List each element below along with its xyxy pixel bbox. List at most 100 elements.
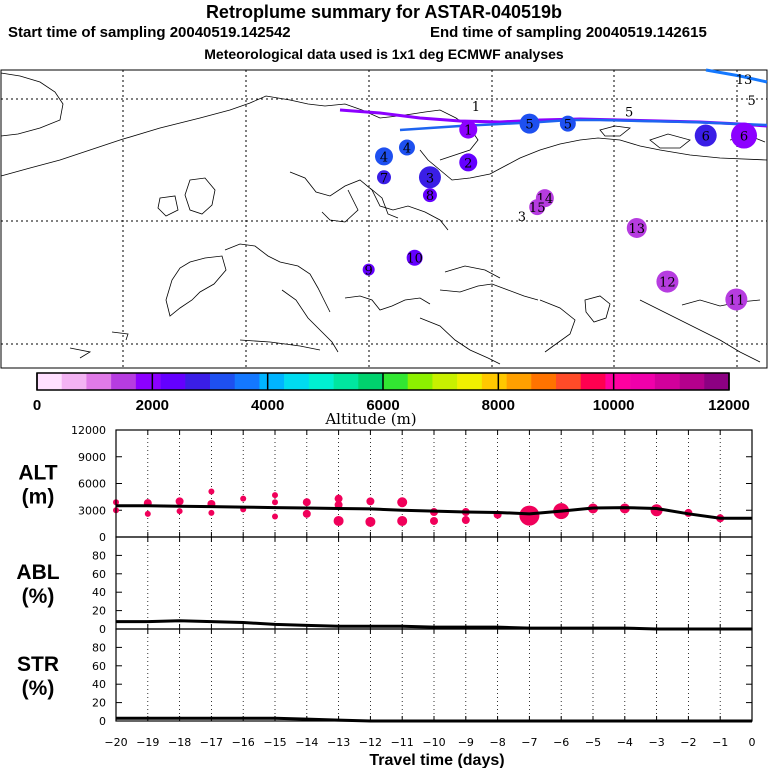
altitude-cluster-point: [272, 499, 278, 506]
x-tick-label: −5: [585, 736, 601, 749]
map-marker: [694, 124, 717, 147]
altitude-cluster-point: [430, 516, 438, 525]
x-tick-label: −11: [391, 736, 414, 749]
altitude-cluster-point: [334, 500, 343, 509]
map-marker: [459, 120, 478, 139]
colorbar-segment: [37, 373, 63, 390]
map-marker-label: 13: [736, 73, 753, 88]
x-tick-label: −20: [104, 736, 127, 749]
altitude-cluster-point: [397, 497, 408, 508]
altitude-cluster-point: [272, 513, 278, 520]
map-marker-label: 1: [464, 124, 472, 139]
map-marker-label: 5: [525, 118, 533, 133]
map-marker-label: 5: [748, 94, 756, 109]
x-tick-label: −2: [680, 736, 696, 749]
map-marker-label: 1: [472, 100, 480, 115]
map-marker: [731, 122, 758, 149]
altitude-cluster-point: [366, 497, 375, 506]
map-marker: [529, 199, 546, 216]
x-tick-label: 0: [749, 736, 756, 749]
start-time-label: Start time of sampling 20040519.142542: [8, 24, 291, 41]
colorbar-tick-label: 0: [33, 397, 41, 414]
colorbar-segment: [580, 373, 606, 390]
y-axis-label: ALT: [18, 462, 57, 485]
map-marker-label: 4: [403, 141, 411, 156]
map-marker-label: 5: [564, 118, 572, 133]
map-marker-label: 9: [365, 264, 373, 279]
altitude-cluster-point: [176, 508, 183, 515]
map-marker: [656, 270, 679, 293]
colorbar-tick-label: 6000: [366, 397, 399, 414]
colorbar-segment: [111, 373, 137, 390]
altitude-cluster-point: [365, 516, 376, 527]
altitude-colorbar: 0 2000 4000 6000 8000 10000 12000: [33, 372, 750, 414]
map-marker-label: 13: [629, 222, 646, 237]
colorbar-segment: [556, 373, 582, 390]
y-axis-label: ABL: [16, 561, 59, 584]
colorbar-segment: [432, 373, 458, 390]
x-tick-label: −18: [168, 736, 191, 749]
x-tick-label: −6: [553, 736, 569, 749]
map-marker: [519, 113, 540, 134]
colorbar-segment: [654, 373, 680, 390]
x-tick-label: −19: [136, 736, 159, 749]
colorbar-segment: [506, 373, 532, 390]
colorbar-segment: [259, 373, 285, 390]
x-tick-label: −15: [263, 736, 286, 749]
map-marker-label: 5: [625, 106, 633, 121]
x-tick-label: −17: [200, 736, 223, 749]
y-tick-label: 80: [92, 549, 106, 562]
y-axis-label: (m): [22, 486, 55, 509]
x-tick-label: −12: [359, 736, 382, 749]
altitude-cluster-point: [272, 492, 278, 499]
map-marker-label: 8: [426, 189, 434, 204]
map-marker: [398, 139, 415, 156]
y-tick-label: 0: [99, 715, 106, 728]
altitude-cluster-point: [175, 497, 184, 506]
map-marker: [406, 249, 423, 266]
y-tick-label: 0: [99, 531, 106, 544]
map-marker-label: 15: [529, 201, 546, 216]
map-marker: [725, 288, 748, 311]
x-tick-label: −10: [422, 736, 445, 749]
colorbar-segment: [333, 373, 359, 390]
colorbar-segment: [308, 373, 334, 390]
x-tick-label: −1: [712, 736, 728, 749]
x-tick-label: −7: [521, 736, 537, 749]
colorbar-segment: [135, 373, 161, 390]
map-marker-label: 3: [426, 171, 434, 186]
colorbar-segment: [407, 373, 433, 390]
colorbar-segment: [630, 373, 656, 390]
y-tick-label: 3000: [78, 504, 106, 517]
map-marker: [418, 166, 441, 189]
y-tick-label: 60: [92, 568, 106, 581]
altitude-cluster-point: [208, 488, 215, 495]
x-axis: −20 −19 −18 −17 −16 −15 −14 −13 −12 −11 −10 −9 −8 −7−…: [104, 736, 755, 768]
colorbar-segment: [61, 373, 87, 390]
colorbar-segment: [457, 373, 483, 390]
y-tick-label: 0: [99, 623, 106, 636]
colorbar-tick-label: 4000: [251, 397, 284, 414]
map-marker: [362, 263, 375, 276]
map-marker: [377, 170, 391, 185]
altitude-cluster-point: [240, 495, 247, 502]
map-marker-label: 2: [464, 156, 472, 171]
colorbar-segment: [605, 373, 631, 390]
colorbar-tick-label: 10000: [593, 397, 635, 414]
map-marker-label: 11: [728, 293, 745, 308]
x-axis-label: Travel time (days): [369, 752, 504, 768]
map-marker: [422, 188, 437, 203]
colorbar-segment: [210, 373, 236, 390]
map-marker: [459, 153, 478, 172]
time-series-panels: 030006000900012000ALT(m)020406080ABL(%)0…: [16, 424, 755, 768]
chart-title: Retroplume summary for ASTAR-040519b: [205, 2, 563, 22]
y-tick-label: 60: [92, 660, 106, 673]
panel-frame: [115, 536, 753, 630]
x-tick-label: −9: [458, 736, 474, 749]
altitude-cluster-point: [333, 515, 344, 526]
x-tick-label: −16: [232, 736, 255, 749]
panel-frame: [115, 628, 753, 722]
end-time-label: End time of sampling 20040519.142615: [430, 24, 707, 41]
map-marker-label: 12: [659, 276, 676, 291]
altitude-cluster-point: [461, 516, 470, 525]
